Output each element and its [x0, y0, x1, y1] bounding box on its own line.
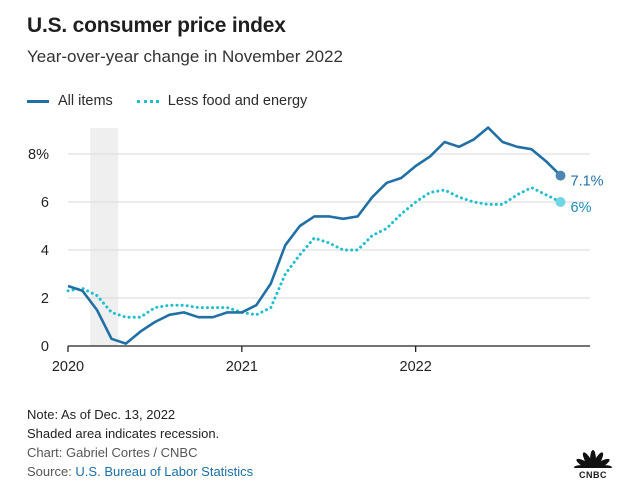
end-point-less-food-and-energy — [555, 197, 566, 207]
footer-source: Source: U.S. Bureau of Labor Statistics — [27, 462, 253, 481]
y-tick-label: 2 — [41, 291, 49, 307]
chart-footer: Note: As of Dec. 13, 2022 Shaded area in… — [27, 405, 253, 481]
cnbc-logo: CNBC — [571, 447, 615, 480]
y-tick-label: 6 — [41, 195, 49, 211]
end-point-all-items — [555, 170, 566, 181]
chart-subtitle: Year-over-year change in November 2022 — [27, 47, 343, 66]
legend-item-core: Less food and energy — [136, 93, 308, 109]
x-tick-label: 2021 — [226, 359, 258, 375]
logo-wordmark: CNBC — [579, 470, 607, 480]
peacock-icon — [571, 450, 615, 471]
footer-source-label: Source: — [27, 464, 76, 479]
x-tick-label: 2022 — [400, 359, 432, 375]
footer-credit: Chart: Gabriel Cortes / CNBC — [27, 445, 198, 460]
end-label-all-items: 7.1% — [571, 174, 604, 190]
series-line-all-items — [67, 126, 562, 345]
cpi-line-chart: 0 2 4 6 8% 2020 2021 2022 7.1% 6% — [28, 126, 604, 375]
legend-swatch-solid — [27, 99, 49, 103]
chart-title: U.S. consumer price index — [27, 14, 286, 37]
y-tick-label: 4 — [41, 243, 49, 259]
footer-note: Note: As of Dec. 13, 2022 — [27, 407, 176, 422]
legend-label-all-items: All items — [58, 93, 113, 109]
x-tick-label: 2020 — [52, 359, 84, 375]
series-line-less-food-and-energy — [66, 186, 562, 319]
end-label-less-food-and-energy: 6% — [571, 200, 592, 216]
y-tick-label: 0 — [41, 339, 49, 355]
legend-swatch-dotted — [136, 99, 159, 103]
y-tick-label: 8% — [28, 147, 49, 163]
legend-label-core: Less food and energy — [167, 93, 308, 109]
footer-recession-note: Shaded area indicates recession. — [27, 426, 220, 441]
source-link[interactable]: U.S. Bureau of Labor Statistics — [75, 464, 254, 479]
legend-item-all-items: All items — [27, 93, 113, 109]
recession-shade — [90, 128, 119, 346]
chart-legend: All items Less food and energy — [27, 91, 331, 111]
